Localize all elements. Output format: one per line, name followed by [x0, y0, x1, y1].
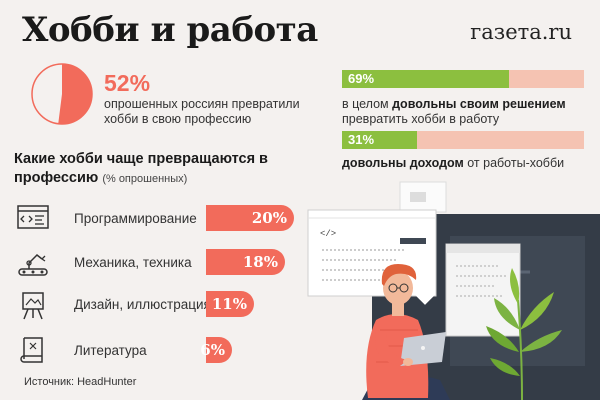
bar-value-label: 20%	[251, 209, 287, 227]
book-icon	[20, 337, 43, 363]
illustration-person-laptop: </>	[307, 181, 600, 400]
source-note: Источник: HeadHunter	[24, 376, 137, 388]
stat-percent: 52%	[104, 70, 151, 96]
chart-subtitle-text: Какие хобби чаще превращаются в професси…	[14, 151, 268, 186]
satisfaction-text-2: довольны доходом от работы-хобби	[342, 156, 592, 171]
chart-subtitle: Какие хобби чаще превращаются в професси…	[14, 150, 304, 189]
robot-arm-icon	[18, 253, 48, 276]
pie-slice-rest	[32, 64, 62, 124]
satisfaction-fill-2	[342, 131, 418, 149]
person-figure	[362, 264, 450, 400]
bar: 20%	[206, 205, 294, 231]
satisfaction-percent-2: 31%	[348, 132, 375, 147]
code-window-icon	[17, 205, 49, 229]
satisfaction-text-2-post: от работы-хобби	[463, 156, 565, 170]
bar: 11%	[206, 291, 254, 317]
satisfaction-text-1-pre: в целом	[342, 97, 393, 111]
speech-bubble-tail	[415, 285, 435, 305]
bar-value-label: 18%	[242, 253, 278, 271]
page-title: Хобби и работа	[22, 10, 318, 50]
brand-logo: газета.ru	[470, 20, 572, 44]
satisfaction-bar-1: 69%	[342, 70, 584, 88]
pie-outline	[31, 63, 93, 125]
satisfaction-text-1-post: превратить хобби в работу	[342, 112, 500, 126]
stat-pie-chart	[31, 63, 93, 125]
bar-value-label: 11%	[211, 295, 247, 313]
satisfaction-text-1-bold: довольны своим решением	[392, 97, 566, 111]
bar: 18%	[206, 249, 285, 275]
satisfaction-text-1: в целом довольны своим решением преврати…	[342, 97, 592, 127]
code-window	[307, 209, 437, 297]
bar: 6%	[200, 337, 232, 363]
stat-description: опрошенных россиян превратили хобби в св…	[104, 97, 300, 126]
bar-label: Программирование	[74, 211, 197, 226]
satisfaction-percent-1: 69%	[348, 71, 375, 86]
satisfaction-bar-2: 31%	[342, 131, 584, 149]
satisfaction-fill-1	[342, 70, 509, 88]
bar-label: Механика, техника	[74, 255, 192, 270]
plant-icon	[486, 268, 562, 400]
chart-subtitle-unit: (% опрошенных)	[102, 173, 188, 185]
satisfaction-text-2-bold: довольны доходом	[342, 156, 464, 170]
bar-label: Литература	[74, 343, 147, 358]
easel-icon	[22, 292, 44, 320]
code-tag: </>	[320, 229, 336, 239]
bar-label: Дизайн, иллюстрация	[74, 297, 211, 312]
bar-value-label: 6%	[200, 341, 225, 359]
